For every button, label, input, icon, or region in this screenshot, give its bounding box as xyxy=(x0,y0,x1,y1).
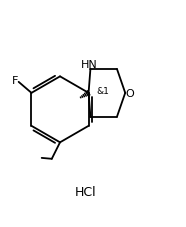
Text: &1: &1 xyxy=(97,86,110,95)
Text: F: F xyxy=(11,75,18,85)
Text: O: O xyxy=(125,89,134,99)
Text: HN: HN xyxy=(81,60,98,70)
Text: HCl: HCl xyxy=(75,185,97,198)
